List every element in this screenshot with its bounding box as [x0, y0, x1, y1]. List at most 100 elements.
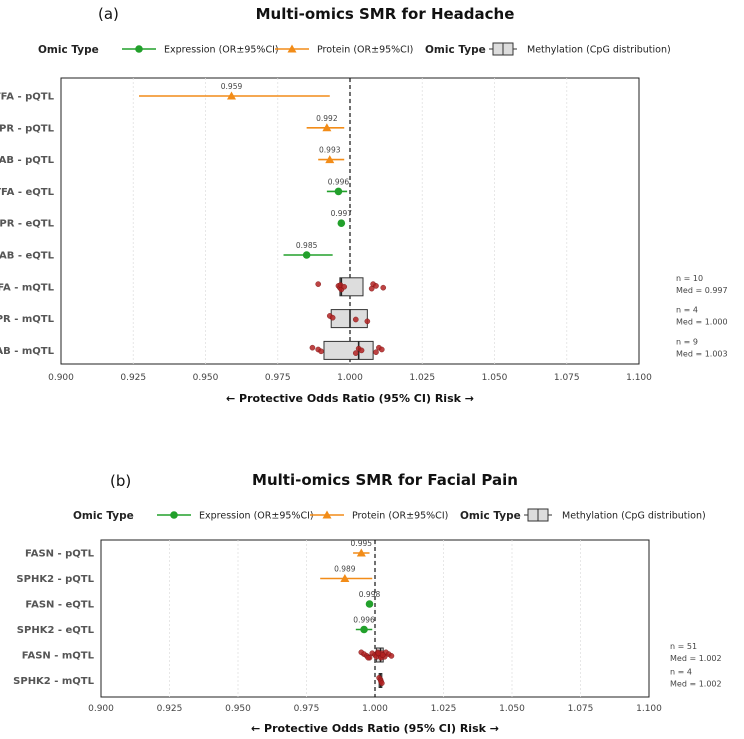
x-tick-label: 0.900: [88, 704, 114, 714]
row-label: MMAB - eQTL: [0, 251, 55, 262]
panel-label: (a): [98, 5, 119, 23]
n-label: n = 9: [676, 337, 698, 346]
or-value-label: 0.959: [221, 82, 243, 91]
median-label: Med = 1.002: [670, 680, 722, 689]
methylation-box: [323, 340, 374, 360]
chart-title: Multi-omics SMR for Headache: [256, 5, 515, 23]
protein-or-marker: [325, 155, 335, 164]
expression-or-marker: [334, 187, 343, 196]
or-value-label: 0.998: [359, 590, 381, 599]
x-tick-label: 0.900: [48, 373, 74, 383]
cpg-point: [358, 347, 365, 354]
panel-label: (b): [110, 472, 131, 490]
n-label: n = 51: [670, 642, 697, 651]
legend-expression-marker: [170, 511, 178, 519]
legend-protein-label: Protein (OR±95%CI): [352, 511, 448, 522]
median-label: Med = 1.003: [676, 349, 728, 358]
x-axis-label: ← Protective Odds Ratio (95% CI) Risk →: [251, 722, 499, 735]
legend: Omic Type Expression (OR±95%CI) Protein (O…: [38, 42, 671, 56]
legend-expression-label: Expression (OR±95%CI): [164, 45, 279, 56]
cpg-point: [318, 348, 324, 355]
cpg-point: [379, 680, 385, 687]
cpg-point: [373, 349, 379, 356]
median-label: Med = 1.002: [670, 654, 722, 663]
chart-title: Multi-omics SMR for Facial Pain: [252, 471, 518, 489]
cpg-point: [379, 652, 386, 658]
legend-heading-2: Omic Type: [460, 510, 521, 522]
row-label: FASN - eQTL: [25, 600, 94, 611]
cpg-point: [380, 284, 387, 291]
row-label: FASN - pQTL: [25, 549, 95, 560]
legend-protein-label: Protein (OR±95%CI): [317, 45, 413, 56]
cpg-point: [378, 346, 385, 353]
median-label: Med = 1.000: [676, 318, 728, 327]
legend-heading: Omic Type: [73, 510, 134, 522]
median-label: Med = 0.997: [676, 286, 728, 295]
row-label: MMAB - mQTL: [0, 346, 55, 357]
row-label: GRHPR - pQTL: [0, 123, 55, 134]
cpg-point: [364, 318, 371, 325]
row-label: GRHPR - mQTL: [0, 314, 55, 325]
legend-methylation-label: Methylation (CpG distribution): [527, 45, 671, 56]
or-value-label: 0.996: [328, 177, 350, 186]
cpg-point: [388, 653, 395, 659]
or-value-label: 0.997: [331, 209, 353, 218]
protein-or-marker: [356, 548, 366, 557]
legend: Omic Type Expression (OR±95%CI) Protein (O…: [73, 508, 706, 522]
expression-or-marker: [360, 625, 368, 634]
expression-or-marker: [337, 219, 346, 227]
x-tick-label: 0.975: [265, 373, 291, 383]
row-label: MMAB - pQTL: [0, 155, 55, 166]
or-value-label: 0.992: [316, 114, 338, 123]
protein-or-marker: [340, 574, 350, 582]
cpg-point: [341, 283, 348, 290]
legend-heading-2: Omic Type: [425, 44, 486, 56]
cpg-point: [309, 344, 316, 351]
x-tick-label: 0.950: [193, 373, 219, 383]
x-tick-label: 0.925: [157, 704, 183, 714]
x-tick-label: 1.050: [499, 704, 525, 714]
x-tick-label: 1.050: [482, 373, 508, 383]
x-tick-label: 1.075: [554, 373, 580, 383]
or-value-label: 0.996: [353, 616, 375, 625]
row-label: GRHPR - eQTL: [0, 219, 55, 230]
or-value-label: 0.989: [334, 565, 356, 574]
x-axis-label: ← Protective Odds Ratio (95% CI) Risk →: [226, 392, 474, 405]
or-value-label: 0.993: [319, 146, 341, 155]
cpg-point: [315, 281, 322, 287]
x-tick-label: 0.925: [120, 373, 146, 383]
row-label: FASN - mQTL: [22, 651, 95, 662]
row-label: SPHK2 - mQTL: [13, 676, 94, 687]
x-tick-label: 1.000: [362, 704, 388, 714]
x-tick-label: 1.075: [568, 704, 594, 714]
row-label: ETFA - mQTL: [0, 282, 55, 293]
legend-protein-marker: [322, 510, 332, 519]
x-tick-label: 1.000: [337, 373, 363, 383]
or-value-label: 0.995: [351, 539, 373, 548]
row-label: ETFA - pQTL: [0, 92, 55, 103]
x-tick-label: 1.100: [626, 373, 652, 383]
cpg-point: [352, 316, 359, 323]
protein-or-marker: [322, 123, 332, 132]
panel-b: (b) Multi-omics SMR for Facial Pain Omic T…: [13, 471, 721, 735]
legend-protein-marker: [287, 44, 297, 53]
cpg-point: [352, 350, 359, 356]
row-label: ETFA - eQTL: [0, 187, 55, 198]
x-tick-label: 1.025: [409, 373, 435, 383]
legend-expression-marker: [135, 45, 143, 53]
x-tick-label: 0.975: [294, 704, 320, 714]
legend-methylation-label: Methylation (CpG distribution): [562, 511, 706, 522]
row-label: SPHK2 - eQTL: [17, 625, 95, 636]
protein-or-marker: [227, 91, 237, 100]
expression-or-marker: [365, 600, 374, 608]
n-label: n = 10: [676, 274, 703, 283]
row-label: SPHK2 - pQTL: [16, 574, 94, 585]
cpg-point: [329, 314, 336, 321]
expression-or-marker: [302, 251, 311, 259]
legend-expression-label: Expression (OR±95%CI): [199, 511, 314, 522]
panel-a: (a) Multi-omics SMR for Headache Omic Type…: [0, 5, 728, 405]
n-label: n = 4: [676, 306, 698, 315]
legend-heading: Omic Type: [38, 44, 99, 56]
x-tick-label: 0.950: [225, 704, 251, 714]
